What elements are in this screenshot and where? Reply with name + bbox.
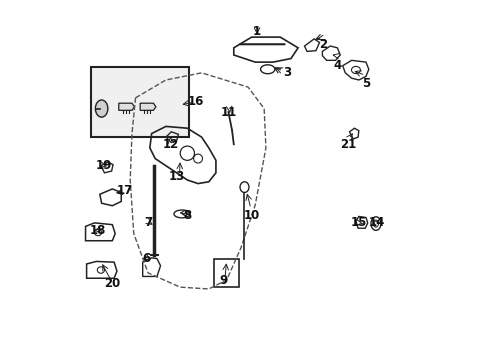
- Text: 8: 8: [183, 209, 191, 222]
- Bar: [91, 67, 189, 137]
- Bar: [214, 258, 239, 287]
- Text: 16: 16: [188, 95, 204, 108]
- Text: 9: 9: [219, 274, 227, 287]
- Text: 14: 14: [368, 216, 384, 229]
- Text: 6: 6: [142, 252, 150, 265]
- Text: 12: 12: [163, 138, 179, 151]
- Polygon shape: [140, 103, 156, 111]
- Text: 17: 17: [117, 184, 133, 197]
- Text: 4: 4: [332, 59, 341, 72]
- Ellipse shape: [95, 100, 108, 117]
- Text: 2: 2: [318, 38, 326, 51]
- Text: 20: 20: [104, 277, 120, 290]
- Polygon shape: [119, 103, 134, 111]
- Text: 13: 13: [168, 170, 184, 183]
- Text: 10: 10: [243, 209, 259, 222]
- Text: 5: 5: [361, 77, 369, 90]
- Text: 1: 1: [252, 25, 261, 38]
- Text: 11: 11: [220, 105, 236, 119]
- Text: 21: 21: [339, 138, 355, 151]
- Text: 18: 18: [90, 224, 106, 237]
- Text: 19: 19: [95, 159, 111, 172]
- Text: 7: 7: [143, 216, 152, 229]
- Text: 3: 3: [283, 66, 291, 79]
- Text: 15: 15: [350, 216, 366, 229]
